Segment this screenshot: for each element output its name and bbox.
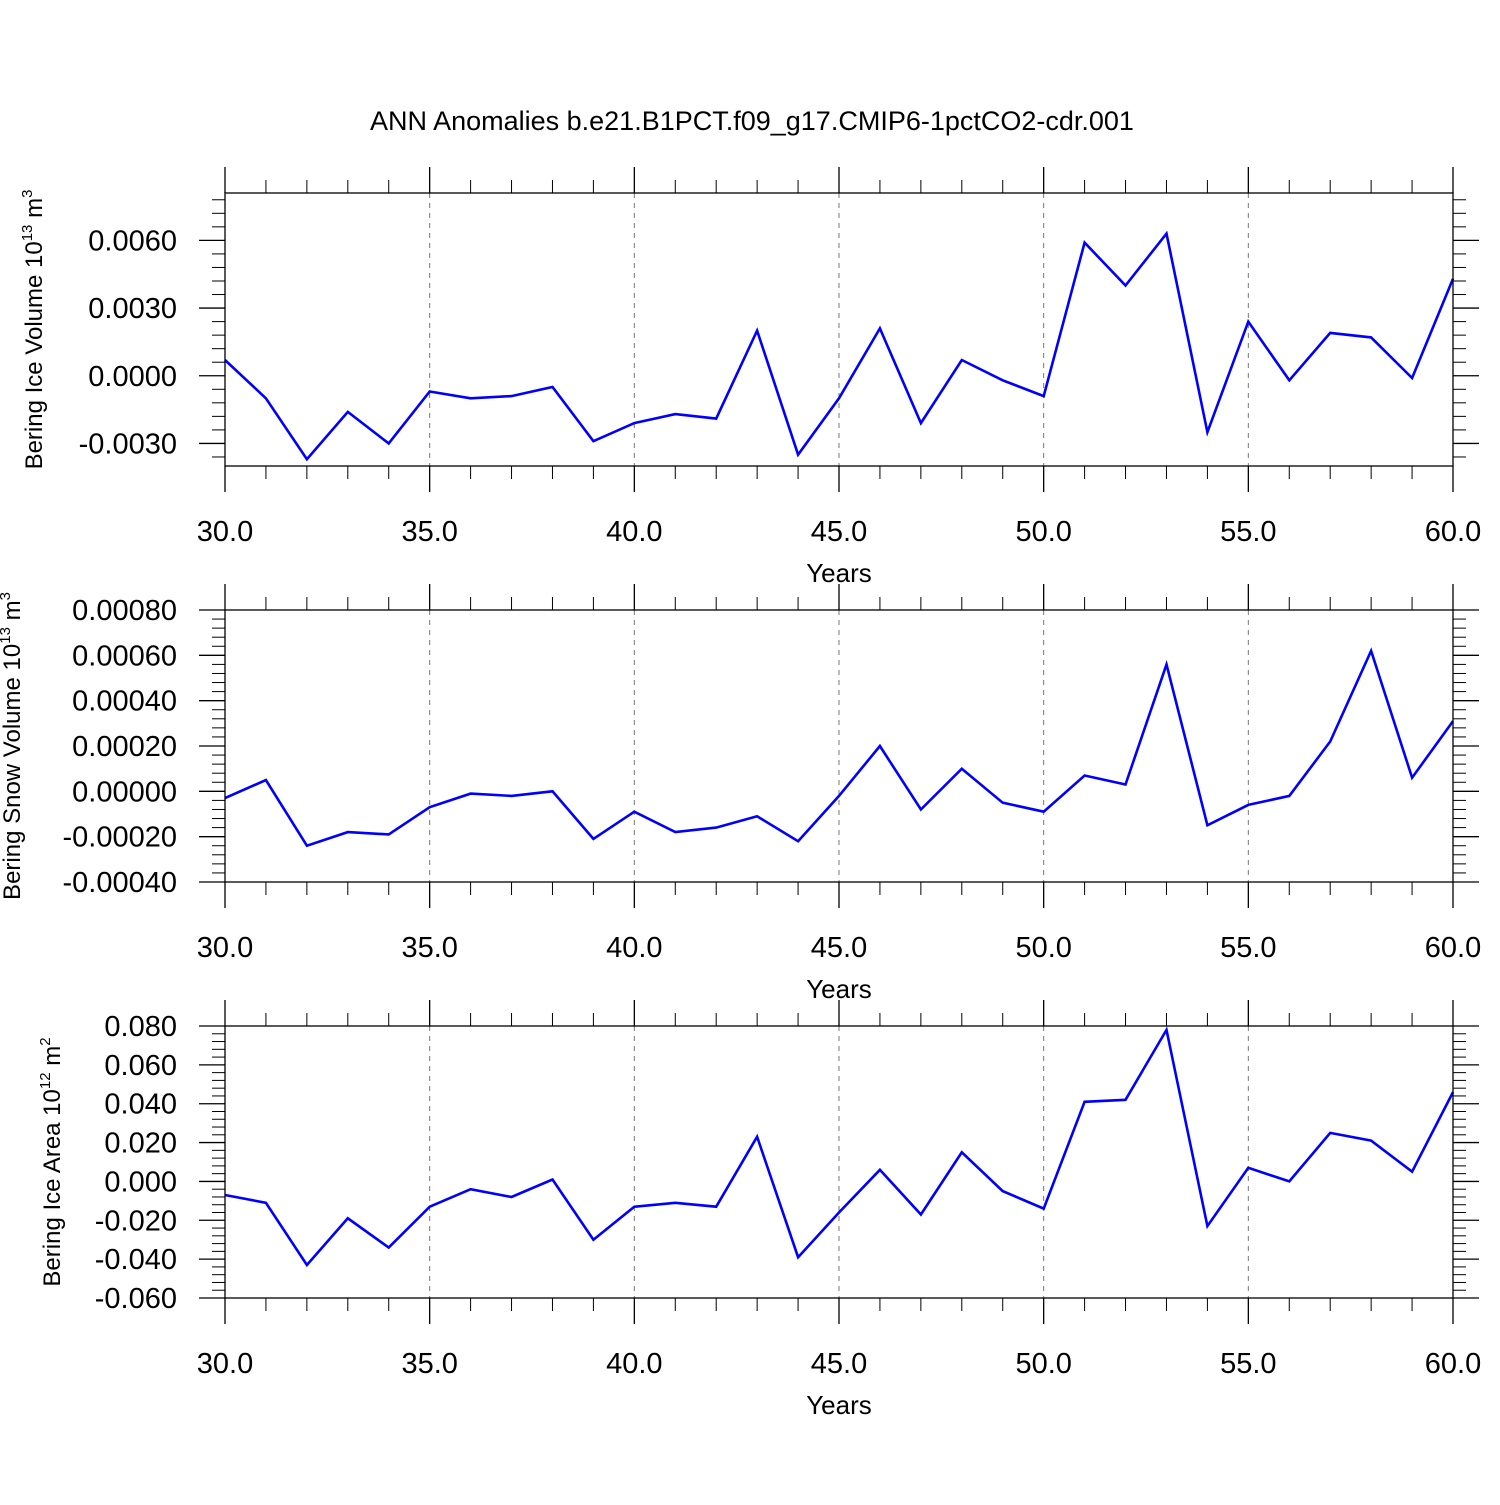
- y-tick-label: 0.00080: [72, 595, 177, 627]
- y-tick-label: -0.020: [95, 1205, 177, 1237]
- y-axis-title: Bering Ice Area 1012 m2: [37, 1037, 66, 1286]
- plot-frame: [224, 192, 1454, 467]
- x-tick-label: 45.0: [811, 516, 867, 548]
- y-tick-label: -0.0030: [79, 428, 177, 460]
- x-tick-label: 40.0: [606, 1348, 662, 1380]
- x-tick-label: 30.0: [197, 1348, 253, 1380]
- x-tick-label: 45.0: [811, 932, 867, 964]
- x-tick-label: 35.0: [401, 932, 457, 964]
- x-tick-label: 35.0: [401, 1348, 457, 1380]
- y-tick-label: -0.00020: [63, 822, 178, 854]
- y-tick-label: 0.00060: [72, 640, 177, 672]
- x-tick-label: 30.0: [197, 516, 253, 548]
- x-tick-label: 60.0: [1425, 516, 1481, 548]
- panel-2: 30.0 35.0 40.0 45.0 50.0 55.0 60.0 -0.00040 -0.0…: [0, 584, 1481, 1004]
- y-tick-label: -0.00040: [63, 867, 178, 899]
- plot-frame: [224, 609, 1454, 883]
- x-tick-label: 60.0: [1425, 932, 1481, 964]
- plot-frame: [224, 1025, 1454, 1299]
- series-line: [224, 647, 1455, 848]
- y-tick-label: 0.080: [104, 1011, 177, 1043]
- y-axis-title: Bering Ice Volume 1013 m3: [19, 190, 48, 470]
- y-tick-label: 0.00020: [72, 731, 177, 763]
- x-tick-label: 45.0: [811, 1348, 867, 1380]
- x-tick-label: 55.0: [1220, 1348, 1276, 1380]
- x-axis-title: Years: [806, 558, 872, 588]
- y-tick-label: -0.040: [95, 1244, 177, 1276]
- y-tick-label: 0.00000: [72, 776, 177, 808]
- y-tick-label: 0.020: [104, 1128, 177, 1160]
- y-tick-label: 0.060: [104, 1050, 177, 1082]
- x-tick-label: 35.0: [401, 516, 457, 548]
- x-tick-label: 40.0: [606, 932, 662, 964]
- panel-3: 30.0 35.0 40.0 45.0 50.0 55.0 60.0 -0.060 -0.040…: [37, 1000, 1481, 1420]
- series-line: [224, 230, 1455, 462]
- panel-1: 30.0 35.0 40.0 45.0 50.0 55.0 60.0 -0.0030 0.000…: [19, 167, 1481, 588]
- x-tick-label: 50.0: [1015, 516, 1071, 548]
- y-tick-label: 0.00040: [72, 686, 177, 718]
- x-tick-label: 40.0: [606, 516, 662, 548]
- x-axis-title: Years: [806, 974, 872, 1004]
- y-tick-label: -0.060: [95, 1283, 177, 1315]
- y-axis-title: Bering Snow Volume 1013 m3: [0, 592, 26, 900]
- chart-title: ANN Anomalies b.e21.B1PCT.f09_g17.CMIP6-…: [370, 106, 1134, 136]
- x-tick-label: 55.0: [1220, 516, 1276, 548]
- y-tick-label: 0.0000: [88, 361, 177, 393]
- y-tick-label: 0.040: [104, 1089, 177, 1121]
- x-tick-label: 55.0: [1220, 932, 1276, 964]
- y-tick-label: 0.0060: [88, 225, 177, 257]
- x-tick-label: 60.0: [1425, 1348, 1481, 1380]
- x-tick-label: 50.0: [1015, 1348, 1071, 1380]
- x-tick-label: 50.0: [1015, 932, 1071, 964]
- y-tick-label: 0.0030: [88, 293, 177, 325]
- x-tick-label: 30.0: [197, 932, 253, 964]
- y-tick-label: 0.000: [104, 1166, 177, 1198]
- x-axis-title: Years: [806, 1390, 872, 1420]
- series-line: [224, 1026, 1455, 1268]
